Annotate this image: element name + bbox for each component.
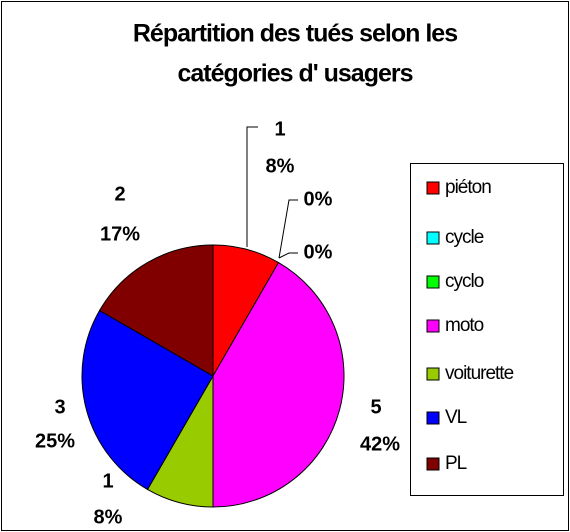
legend-swatch bbox=[426, 181, 440, 195]
chart-title: Répartition des tués selon les bbox=[133, 20, 457, 48]
legend-label: moto bbox=[445, 315, 484, 336]
data-label-percent: 8% bbox=[94, 506, 123, 528]
legend-label: piéton bbox=[445, 177, 491, 198]
legend-swatch bbox=[426, 411, 440, 425]
legend-label: voiturette bbox=[445, 363, 514, 384]
data-label-count: 1 bbox=[274, 118, 285, 140]
legend-swatch bbox=[426, 367, 440, 381]
data-label-percent: 42% bbox=[360, 433, 400, 455]
legend-label: VL bbox=[445, 407, 467, 428]
legend-swatch bbox=[426, 275, 440, 289]
data-label-count: 2 bbox=[114, 183, 125, 205]
legend-label: cycle bbox=[445, 227, 484, 248]
legend-swatch bbox=[426, 457, 440, 471]
legend-swatch bbox=[426, 319, 440, 333]
data-label-percent: 8% bbox=[266, 155, 295, 177]
legend-label: cyclo bbox=[445, 271, 484, 292]
leader-lines bbox=[246, 126, 298, 259]
data-label-count: 3 bbox=[54, 396, 65, 418]
data-label-count: 1 bbox=[102, 470, 113, 492]
legend-label: PL bbox=[445, 453, 467, 474]
legend-swatch bbox=[426, 231, 440, 245]
data-label-percent: 17% bbox=[100, 223, 140, 245]
pie-slice bbox=[81, 309, 214, 491]
data-label-count: 5 bbox=[370, 396, 381, 418]
data-label-percent: 0% bbox=[304, 241, 333, 263]
data-label-percent: 0% bbox=[304, 188, 333, 210]
pie-slice bbox=[98, 244, 214, 377]
pie-slice bbox=[212, 261, 345, 508]
chart-title: catégories d' usagers bbox=[177, 60, 412, 88]
data-label-percent: 25% bbox=[35, 430, 75, 452]
